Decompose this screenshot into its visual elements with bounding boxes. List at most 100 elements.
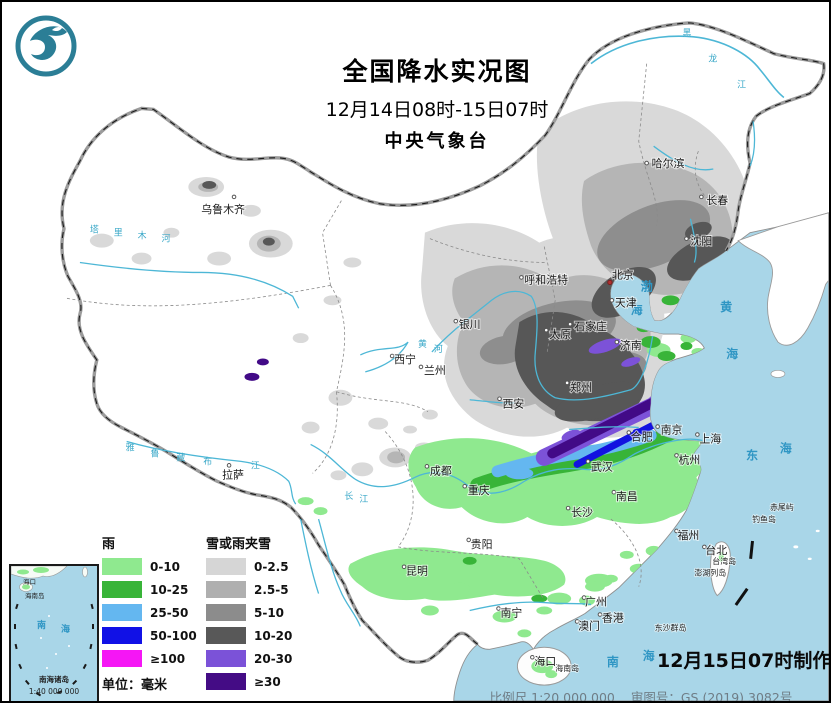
agency-name: 中央气象台 [384,131,490,152]
svg-text:鲁: 鲁 [151,447,160,459]
svg-text:天津: 天津 [615,296,637,309]
legend-swatch [206,650,246,667]
national-border [60,21,826,664]
svg-text:广州: 广州 [585,596,607,609]
svg-text:石家庄: 石家庄 [574,319,607,333]
svg-text:重庆: 重庆 [468,483,490,497]
legend-row: 50-100 [102,624,202,647]
legend-row: 0-2.5 [206,555,306,578]
svg-text:长沙: 长沙 [571,506,593,519]
svg-text:福州: 福州 [678,528,700,542]
svg-text:海: 海 [631,303,643,317]
legend-swatch [206,581,246,598]
svg-text:海南岛: 海南岛 [555,663,579,673]
jeju-island [770,369,786,378]
svg-text:河: 河 [161,233,170,245]
legend-swatch [102,558,142,575]
legend-row: 5-10 [206,601,306,624]
svg-text:银川: 银川 [459,317,481,331]
map-scale-line: 比例尺 1:20 000 000 审图号：GS (2019) 3082号 [452,687,829,703]
svg-text:黑: 黑 [682,28,691,39]
legend-unit: 单位：毫米 [102,678,168,693]
island-labels: 台湾岛 澎湖列岛 钓鱼岛 赤尾屿 东沙群岛 海南岛 [554,502,794,674]
inset-city-label: 海口 [23,578,36,586]
svg-text:北京: 北京 [612,267,634,281]
legend-swatch [102,581,142,598]
inset-name: 南海诸岛 [39,675,69,684]
taiwan-island [710,541,731,597]
south-china-sea-inset: 海口 海南岛 南 海 南海诸岛 1:40 000 000 [9,564,99,701]
svg-text:江: 江 [251,460,260,471]
legend-row: 20-30 [206,647,306,670]
svg-text:哈尔滨: 哈尔滨 [652,156,685,170]
svg-text:成都: 成都 [430,464,452,477]
legend-swatch [206,604,246,621]
legend-rain-title: 雨 [102,537,116,552]
time-range: 12月14日08时-15日07时 [325,99,549,121]
svg-text:西安: 西安 [503,397,525,411]
svg-text:东沙群岛: 东沙群岛 [655,622,687,632]
inset-scale: 1:40 000 000 [28,687,80,696]
page-title: 全国降水实况图 [342,57,532,86]
svg-text:黄: 黄 [418,338,427,350]
svg-text:长春: 长春 [706,194,728,207]
svg-text:雅: 雅 [126,441,135,453]
production-time-stamp: 12月15日07时制作 [657,650,831,672]
legend-swatch [206,673,246,690]
svg-text:里: 里 [114,228,123,239]
svg-text:渤: 渤 [641,279,653,293]
svg-text:钓鱼岛: 钓鱼岛 [752,514,776,524]
svg-text:长: 长 [344,490,353,502]
svg-text:海: 海 [780,441,792,455]
svg-text:藏: 藏 [176,451,185,463]
svg-text:布: 布 [203,455,212,467]
legend-row: 0-10 [102,555,202,578]
legend-swatch [206,627,246,644]
svg-text:拉萨: 拉萨 [222,467,244,481]
legend-row: 10-20 [206,624,306,647]
legend-row: ≥100 [102,647,202,670]
sea-labels: 渤 海 黄 海 东 海 南 海 [607,279,792,669]
svg-text:乌鲁木齐: 乌鲁木齐 [201,202,245,216]
legend-row: ≥30 [206,670,306,693]
svg-text:江: 江 [359,494,368,505]
svg-text:昆明: 昆明 [406,565,428,578]
svg-text:东: 东 [746,448,758,462]
svg-text:台北: 台北 [705,543,727,557]
svg-text:贵阳: 贵阳 [471,538,493,551]
svg-text:龙: 龙 [708,53,717,65]
rain-25-50 [491,429,657,480]
svg-text:香港: 香港 [602,611,624,624]
svg-text:济南: 济南 [620,338,642,352]
svg-text:澎湖列岛: 澎湖列岛 [694,568,726,578]
svg-text:南昌: 南昌 [616,490,638,503]
korea-landmass [737,212,829,346]
svg-text:西宁: 西宁 [394,352,416,366]
svg-text:南宁: 南宁 [501,605,523,619]
sea-area [453,212,829,701]
svg-text:上海: 上海 [699,431,721,445]
inset-island-label: 海南岛 [25,592,45,600]
svg-text:海口: 海口 [534,654,556,668]
svg-text:河: 河 [434,343,443,355]
svg-text:兰州: 兰州 [424,364,446,377]
svg-text:木: 木 [138,230,147,242]
legend-row: 25-50 [102,601,202,624]
svg-text:呼和浩特: 呼和浩特 [524,272,568,286]
scale-text: 比例尺 1:20 000 000 [489,690,615,703]
legend-rain-column: 雨 0-10 10-25 25-50 50-100 ≥100 单位：毫米 [102,533,202,693]
map-header: 全国降水实况图 12月14日08时-15日07时 中央气象台 [252,52,622,153]
svg-text:塔: 塔 [90,224,99,236]
svg-text:杭州: 杭州 [678,452,700,466]
river-labels: 黑 龙 江 塔 里 木 河 雅 鲁 藏 布 江 黄 河 长 江 [90,28,746,505]
province-borders [66,63,715,599]
legend-swatch [102,627,142,644]
approval-number: 审图号：GS (2019) 3082号 [630,690,793,703]
legend-snow-column: 雪或雨夹雪 0-2.5 2.5-5 5-10 10-20 20-30 ≥30 [206,533,306,693]
legend-swatch [102,650,142,667]
svg-text:赤尾屿: 赤尾屿 [770,503,794,512]
svg-text:澳门: 澳门 [578,618,600,632]
svg-text:太原: 太原 [549,328,571,341]
svg-text:海: 海 [726,347,738,361]
legend-swatch [102,604,142,621]
